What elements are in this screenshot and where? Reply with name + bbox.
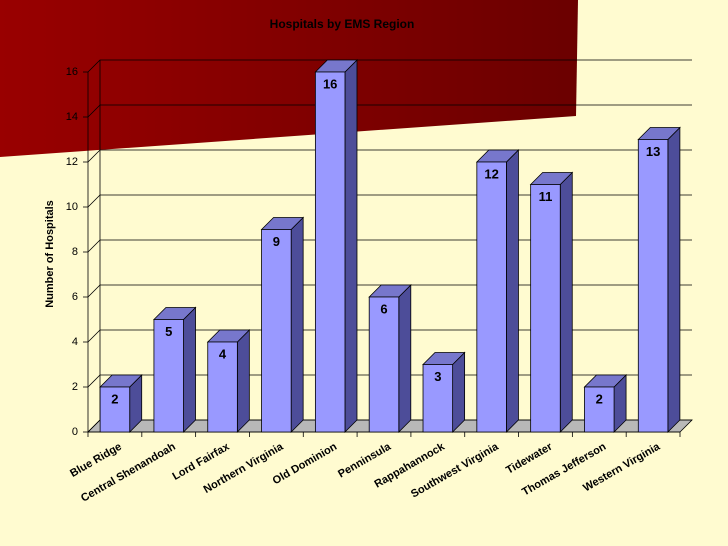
bar-face [236,329,250,433]
bar [314,59,358,433]
bar-face [506,149,519,433]
data-label: 11 [539,189,553,204]
chart-title: Hospitals by EMS Region [270,17,415,31]
data-label: 9 [273,234,280,249]
bar-face [368,296,400,433]
decor-band [0,0,578,157]
bar [637,126,681,433]
bar-face [261,229,292,433]
bar-face [476,161,507,433]
y-tick-label: 0 [72,426,78,438]
bar [260,216,305,433]
bar [152,306,197,433]
bar-face [530,184,561,433]
bar-face [398,284,412,433]
grid-line [87,104,692,118]
y-tick-label: 8 [72,246,78,258]
bar-face [667,126,681,433]
data-label: 5 [165,324,172,339]
y-tick-label: 10 [66,201,78,213]
data-label: 3 [434,369,441,384]
y-tick-label: 12 [66,156,78,168]
y-tick-label: 14 [66,111,78,123]
y-tick-label: 16 [66,66,78,78]
bar [583,374,628,433]
bar [529,171,574,433]
data-label: 2 [596,391,603,406]
bar-face [637,139,669,433]
bar-face [584,386,615,433]
bar-face [559,171,573,433]
data-label: 13 [646,144,660,159]
bar-face [422,364,454,433]
y-axis-label: Number of Hospitals [44,200,56,308]
y-tick-label: 2 [72,381,78,393]
bar [206,329,251,433]
bar [99,374,143,433]
bar-face [452,351,466,433]
data-label: 2 [111,391,118,406]
data-label: 4 [219,346,227,361]
bar [475,149,520,433]
bar-face [314,71,346,433]
bar-face [207,341,238,433]
bar-face [290,216,304,433]
bar-face [99,386,131,433]
bar [368,284,412,433]
bar-face [344,59,358,433]
y-tick-label: 4 [72,336,78,348]
y-tick-label: 6 [72,291,78,303]
data-label: 16 [323,76,337,91]
bar [422,351,466,433]
data-label: 12 [484,166,498,181]
grid-line [87,59,692,73]
bar-face [153,319,184,433]
data-label: 6 [380,301,387,316]
bar-face [183,306,196,433]
